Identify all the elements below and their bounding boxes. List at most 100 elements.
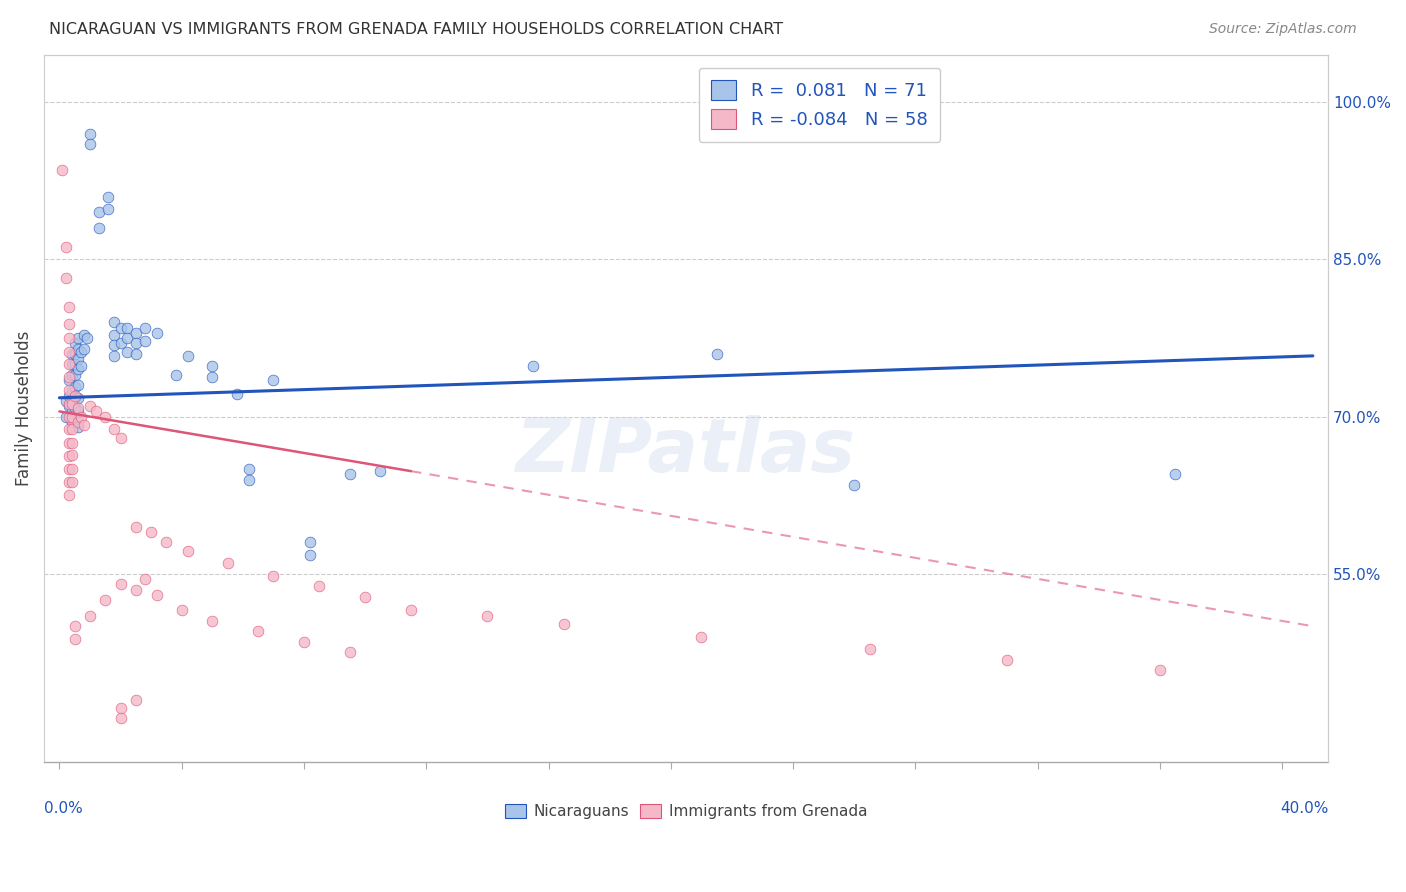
Point — [146, 326, 169, 340]
Point — [225, 386, 247, 401]
Point — [60, 384, 83, 398]
Point — [299, 548, 322, 562]
Point — [60, 475, 83, 489]
Point — [858, 642, 880, 657]
Point — [110, 577, 132, 591]
Point — [97, 202, 120, 216]
Point — [125, 519, 148, 533]
Point — [69, 409, 91, 424]
Point — [238, 462, 260, 476]
Point — [308, 579, 330, 593]
Point — [66, 342, 89, 356]
Point — [58, 450, 80, 464]
Point — [170, 603, 193, 617]
Point — [73, 327, 96, 342]
Point — [247, 624, 270, 639]
Text: 40.0%: 40.0% — [1279, 801, 1329, 816]
Point — [177, 543, 200, 558]
Point — [110, 431, 132, 445]
Point — [58, 318, 80, 332]
Point — [55, 240, 77, 254]
Point — [58, 357, 80, 371]
Text: ZIPatlas: ZIPatlas — [516, 415, 856, 488]
Point — [60, 347, 83, 361]
Point — [63, 380, 86, 394]
Point — [292, 635, 315, 649]
Point — [115, 331, 138, 345]
Point — [58, 399, 80, 413]
Point — [134, 572, 156, 586]
Point — [60, 393, 83, 408]
Y-axis label: Family Households: Family Households — [15, 331, 32, 486]
Point — [63, 401, 86, 416]
Point — [262, 569, 284, 583]
Point — [66, 331, 89, 345]
Point — [69, 344, 91, 359]
Point — [60, 357, 83, 371]
Point — [115, 320, 138, 334]
Point — [60, 397, 83, 411]
Point — [60, 435, 83, 450]
Point — [110, 711, 132, 725]
Point — [354, 590, 377, 604]
Point — [299, 535, 322, 549]
Legend: Nicaraguans, Immigrants from Grenada: Nicaraguans, Immigrants from Grenada — [499, 798, 873, 825]
Point — [177, 349, 200, 363]
Point — [155, 535, 177, 549]
Point — [66, 420, 89, 434]
Point — [89, 205, 111, 219]
Point — [103, 327, 125, 342]
Point — [522, 359, 544, 374]
Point — [477, 608, 499, 623]
Point — [58, 397, 80, 411]
Point — [58, 369, 80, 384]
Point — [238, 473, 260, 487]
Point — [201, 359, 224, 374]
Point — [76, 331, 98, 345]
Point — [79, 399, 101, 413]
Point — [125, 582, 148, 597]
Point — [110, 336, 132, 351]
Point — [125, 347, 148, 361]
Point — [58, 344, 80, 359]
Point — [134, 320, 156, 334]
Point — [125, 692, 148, 706]
Point — [60, 409, 83, 424]
Point — [60, 404, 83, 418]
Point — [103, 422, 125, 436]
Point — [706, 347, 728, 361]
Point — [66, 415, 89, 429]
Point — [399, 603, 422, 617]
Point — [125, 326, 148, 340]
Point — [58, 422, 80, 436]
Point — [79, 127, 101, 141]
Text: Source: ZipAtlas.com: Source: ZipAtlas.com — [1209, 22, 1357, 37]
Point — [55, 393, 77, 408]
Point — [262, 373, 284, 387]
Point — [110, 320, 132, 334]
Point — [73, 342, 96, 356]
Point — [58, 373, 80, 387]
Point — [339, 467, 361, 482]
Point — [115, 344, 138, 359]
Point — [103, 349, 125, 363]
Point — [58, 300, 80, 314]
Point — [66, 401, 89, 416]
Point — [60, 449, 83, 463]
Point — [103, 315, 125, 329]
Point — [60, 415, 83, 429]
Point — [58, 384, 80, 398]
Point — [97, 189, 120, 203]
Point — [89, 221, 111, 235]
Point — [66, 378, 89, 392]
Point — [94, 409, 117, 424]
Text: NICARAGUAN VS IMMIGRANTS FROM GRENADA FAMILY HOUSEHOLDS CORRELATION CHART: NICARAGUAN VS IMMIGRANTS FROM GRENADA FA… — [49, 22, 783, 37]
Point — [66, 391, 89, 405]
Point — [66, 362, 89, 376]
Point — [63, 336, 86, 351]
Point — [60, 368, 83, 382]
Point — [58, 331, 80, 345]
Point — [60, 462, 83, 476]
Point — [63, 632, 86, 646]
Point — [553, 617, 575, 632]
